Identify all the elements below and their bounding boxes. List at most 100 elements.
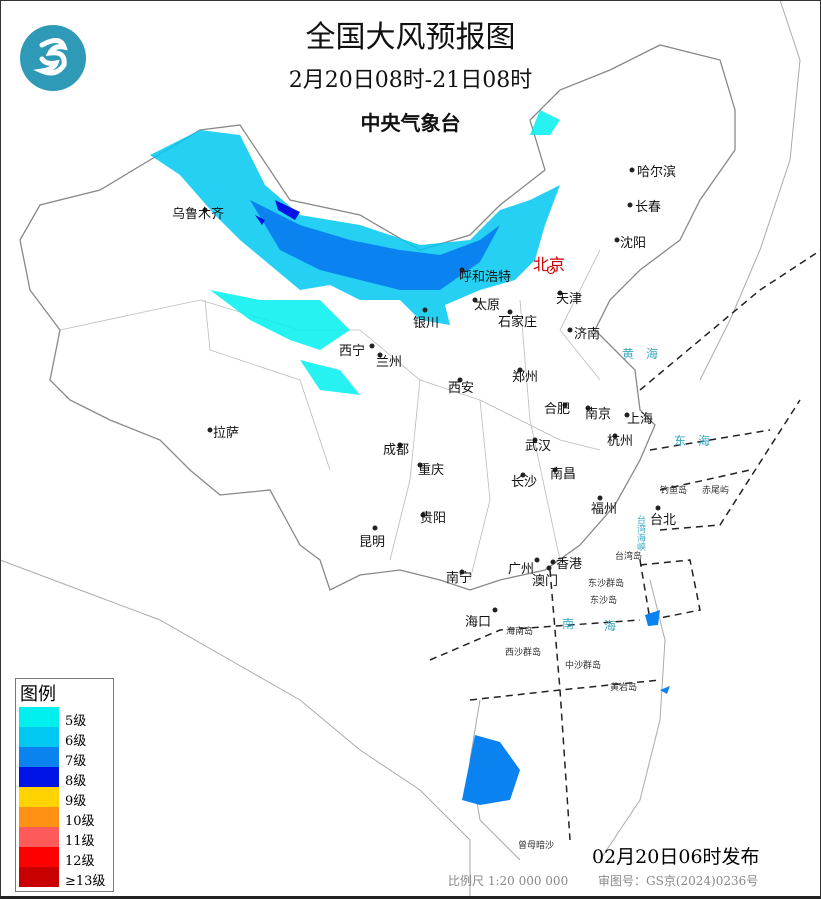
city-dot xyxy=(532,437,538,443)
city-dot xyxy=(507,309,513,315)
legend-swatch xyxy=(19,867,59,887)
island-label: 钓鱼岛 xyxy=(660,486,688,496)
city-dot xyxy=(202,207,208,213)
sea-zone-boundaries xyxy=(429,249,821,841)
city-dot xyxy=(562,402,568,408)
city-dot xyxy=(557,290,563,296)
legend-label: 7级 xyxy=(65,754,87,769)
legend-label: 8级 xyxy=(65,774,87,789)
legend-item: 11级 xyxy=(19,827,111,849)
legend: 图例 5级 6级 7级 8级 9级 10级 11级 12级 ≥13级 xyxy=(15,678,114,892)
island-label: 台湾岛 xyxy=(615,552,643,562)
city-label: 海口 xyxy=(465,615,492,630)
legend-swatch xyxy=(19,767,59,787)
legend-item: 10级 xyxy=(19,807,111,829)
legend-label: 9级 xyxy=(65,794,87,809)
neighbor-coast xyxy=(0,0,801,899)
city-dot xyxy=(377,352,383,358)
legend-swatch xyxy=(19,827,59,847)
island-label: 东沙岛 xyxy=(590,596,618,606)
island-label: 赤尾屿 xyxy=(702,486,730,496)
city-dot xyxy=(397,442,403,448)
city-label: 重庆 xyxy=(418,463,445,478)
city-label: 南京 xyxy=(585,407,612,422)
issuer: 中央气象台 xyxy=(360,111,461,135)
legend-label: ≥13级 xyxy=(65,874,106,889)
province-borders xyxy=(59,249,601,581)
city-label: 贵阳 xyxy=(420,511,447,526)
water-label: 台湾海峡 xyxy=(635,515,645,551)
map-scale: 比例尺 1:20 000 000 xyxy=(448,874,569,888)
city-label: 兰州 xyxy=(376,355,403,370)
wind-zone-7 xyxy=(250,200,500,290)
city-label: 香港 xyxy=(556,557,583,572)
legend-swatch xyxy=(19,847,59,867)
legend-title: 图例 xyxy=(20,684,56,705)
city-dot xyxy=(597,495,603,501)
city-label: 成都 xyxy=(383,443,410,458)
issue-time: 02月20日06时发布 xyxy=(592,846,760,868)
legend-swatch xyxy=(19,707,59,727)
city-dot xyxy=(546,565,552,571)
city-dot xyxy=(629,167,635,173)
city-dot xyxy=(567,327,573,333)
city-dot xyxy=(457,377,463,383)
city-dot xyxy=(552,467,558,473)
city-label: 福州 xyxy=(591,502,618,517)
legend-label: 11级 xyxy=(65,834,95,849)
city-dot xyxy=(422,307,428,313)
city-dot xyxy=(627,202,633,208)
city-label: 澳门 xyxy=(532,574,559,589)
legend-label: 10级 xyxy=(65,814,95,829)
city-dot xyxy=(547,266,555,274)
city-label: 太原 xyxy=(474,298,501,313)
water-label: 海 xyxy=(604,619,617,633)
city-dot xyxy=(624,412,630,418)
city-label: 银川 xyxy=(413,316,440,331)
city-dot xyxy=(417,462,423,468)
china-border xyxy=(19,44,736,591)
water-label: 南 xyxy=(562,617,575,631)
legend-swatch xyxy=(19,787,59,807)
city-dot xyxy=(459,267,465,273)
city-label: 拉萨 xyxy=(213,426,240,441)
city-dot xyxy=(372,525,378,531)
legend-item: 9级 xyxy=(19,787,111,809)
city-dot xyxy=(614,237,620,243)
legend-item: 6级 xyxy=(19,727,111,749)
city-label: 杭州 xyxy=(607,434,634,449)
city-label: 天津 xyxy=(556,292,583,307)
city-dot xyxy=(550,559,556,565)
legend-item: 12级 xyxy=(19,847,111,869)
city-label: 石家庄 xyxy=(498,315,538,330)
wind-zone-5 xyxy=(210,110,560,395)
city-dot xyxy=(585,405,591,411)
approval-number: 审图号：GS京(2024)0236号 xyxy=(598,874,759,888)
legend-label: 5级 xyxy=(65,714,87,729)
wind-zones xyxy=(150,110,670,805)
city-label: 哈尔滨 xyxy=(637,165,677,180)
city-label: 济南 xyxy=(574,327,601,342)
city-label: 南宁 xyxy=(446,571,473,586)
legend-item: 8级 xyxy=(19,767,111,789)
city-label: 沈阳 xyxy=(620,236,647,251)
legend-swatch xyxy=(19,807,59,827)
city-dot xyxy=(459,569,465,575)
city-dot xyxy=(655,505,661,511)
island-label: 东沙群岛 xyxy=(588,579,625,589)
island-label: 曾母暗沙 xyxy=(518,841,555,851)
water-label: 海 xyxy=(698,434,711,448)
city-dot xyxy=(369,343,375,349)
city-dot xyxy=(420,512,426,518)
water-label: 海 xyxy=(646,347,659,361)
legend-item: 5级 xyxy=(19,707,111,729)
city-dot xyxy=(534,557,540,563)
city-dot xyxy=(517,367,523,373)
wind-zone-7-sea xyxy=(462,610,670,805)
water-label: 黄 xyxy=(622,347,635,361)
map-title: 全国大风预报图 xyxy=(305,20,516,55)
island-label: 中沙群岛 xyxy=(565,661,602,671)
city-dot xyxy=(472,297,478,303)
